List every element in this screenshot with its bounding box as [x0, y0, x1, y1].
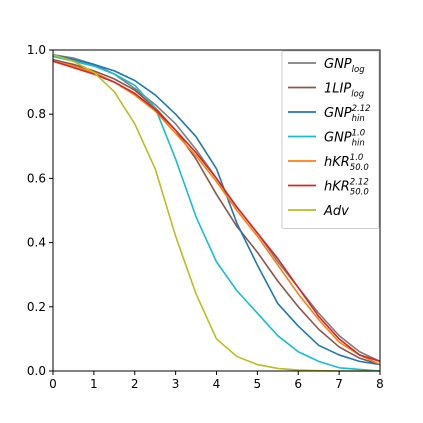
- x-tick-label: 1: [90, 377, 98, 391]
- series-line-6: [52, 54, 380, 372]
- legend-label-base: GNP: [324, 57, 352, 72]
- y-tick-label: 0.6: [27, 171, 46, 185]
- legend-label-base: Adv: [323, 204, 349, 219]
- legend-label-base: 1LIP: [324, 82, 351, 97]
- legend-label-base: hKR: [324, 155, 350, 170]
- legend-label-base: GNP: [324, 131, 352, 146]
- series-line-3: [52, 55, 381, 372]
- legend-label-0: GNPlog: [324, 57, 365, 75]
- y-tick-label: 1.0: [27, 43, 46, 57]
- y-tick-label: 0.8: [27, 107, 46, 121]
- series-line-2: [52, 54, 381, 366]
- legend-box: [281, 50, 380, 229]
- legend-label-sup: 1.0: [350, 153, 364, 163]
- axes-layer: 0 1 2 3 4 5 6 7 8 0.0 0.2 0.4 0.6 0.8 1.0: [27, 43, 384, 391]
- x-tick-label: 8: [376, 377, 384, 391]
- x-tick-label: 0: [49, 377, 57, 391]
- y-tick-label: 0.4: [27, 236, 46, 250]
- legend-label-sup: 1.0: [352, 129, 366, 139]
- x-tick-label: 6: [294, 377, 302, 391]
- legend-label-sub: hin: [352, 139, 365, 149]
- legend-label-sub: 50.0: [350, 188, 369, 198]
- series-line-5: [52, 60, 381, 363]
- legend-label-1: 1LIPlog: [324, 82, 365, 100]
- legend-label-sub: log: [351, 90, 365, 100]
- x-tick-label: 2: [131, 377, 139, 391]
- y-tick-label: 0.2: [27, 300, 46, 314]
- legend-label-sub: 50.0: [350, 163, 369, 173]
- x-tick-label: 4: [213, 377, 221, 391]
- legend-label-4: hKR1.0 50.0: [324, 153, 369, 173]
- x-tick-label: 3: [172, 377, 180, 391]
- series-layer: [52, 54, 381, 372]
- legend-label-6: Adv: [323, 204, 349, 219]
- legend-label-2: GNP2.12 hin: [324, 104, 371, 124]
- legend-label-sub: hin: [352, 114, 365, 124]
- legend-label-3: GNP1.0 hin: [324, 129, 365, 149]
- x-tick-label: 5: [254, 377, 262, 391]
- y-tick-label: 0.0: [27, 364, 46, 378]
- legend-label-base: GNP: [324, 106, 352, 121]
- legend-label-5: hKR2.12 50.0: [324, 178, 369, 198]
- legend-label-sup: 2.12: [350, 178, 369, 188]
- legend-label-sub: log: [352, 65, 366, 75]
- legend-label-base: hKR: [324, 180, 350, 195]
- x-tick-label: 7: [335, 377, 343, 391]
- legend-label-sup: 2.12: [352, 104, 371, 114]
- series-line-1: [52, 58, 381, 366]
